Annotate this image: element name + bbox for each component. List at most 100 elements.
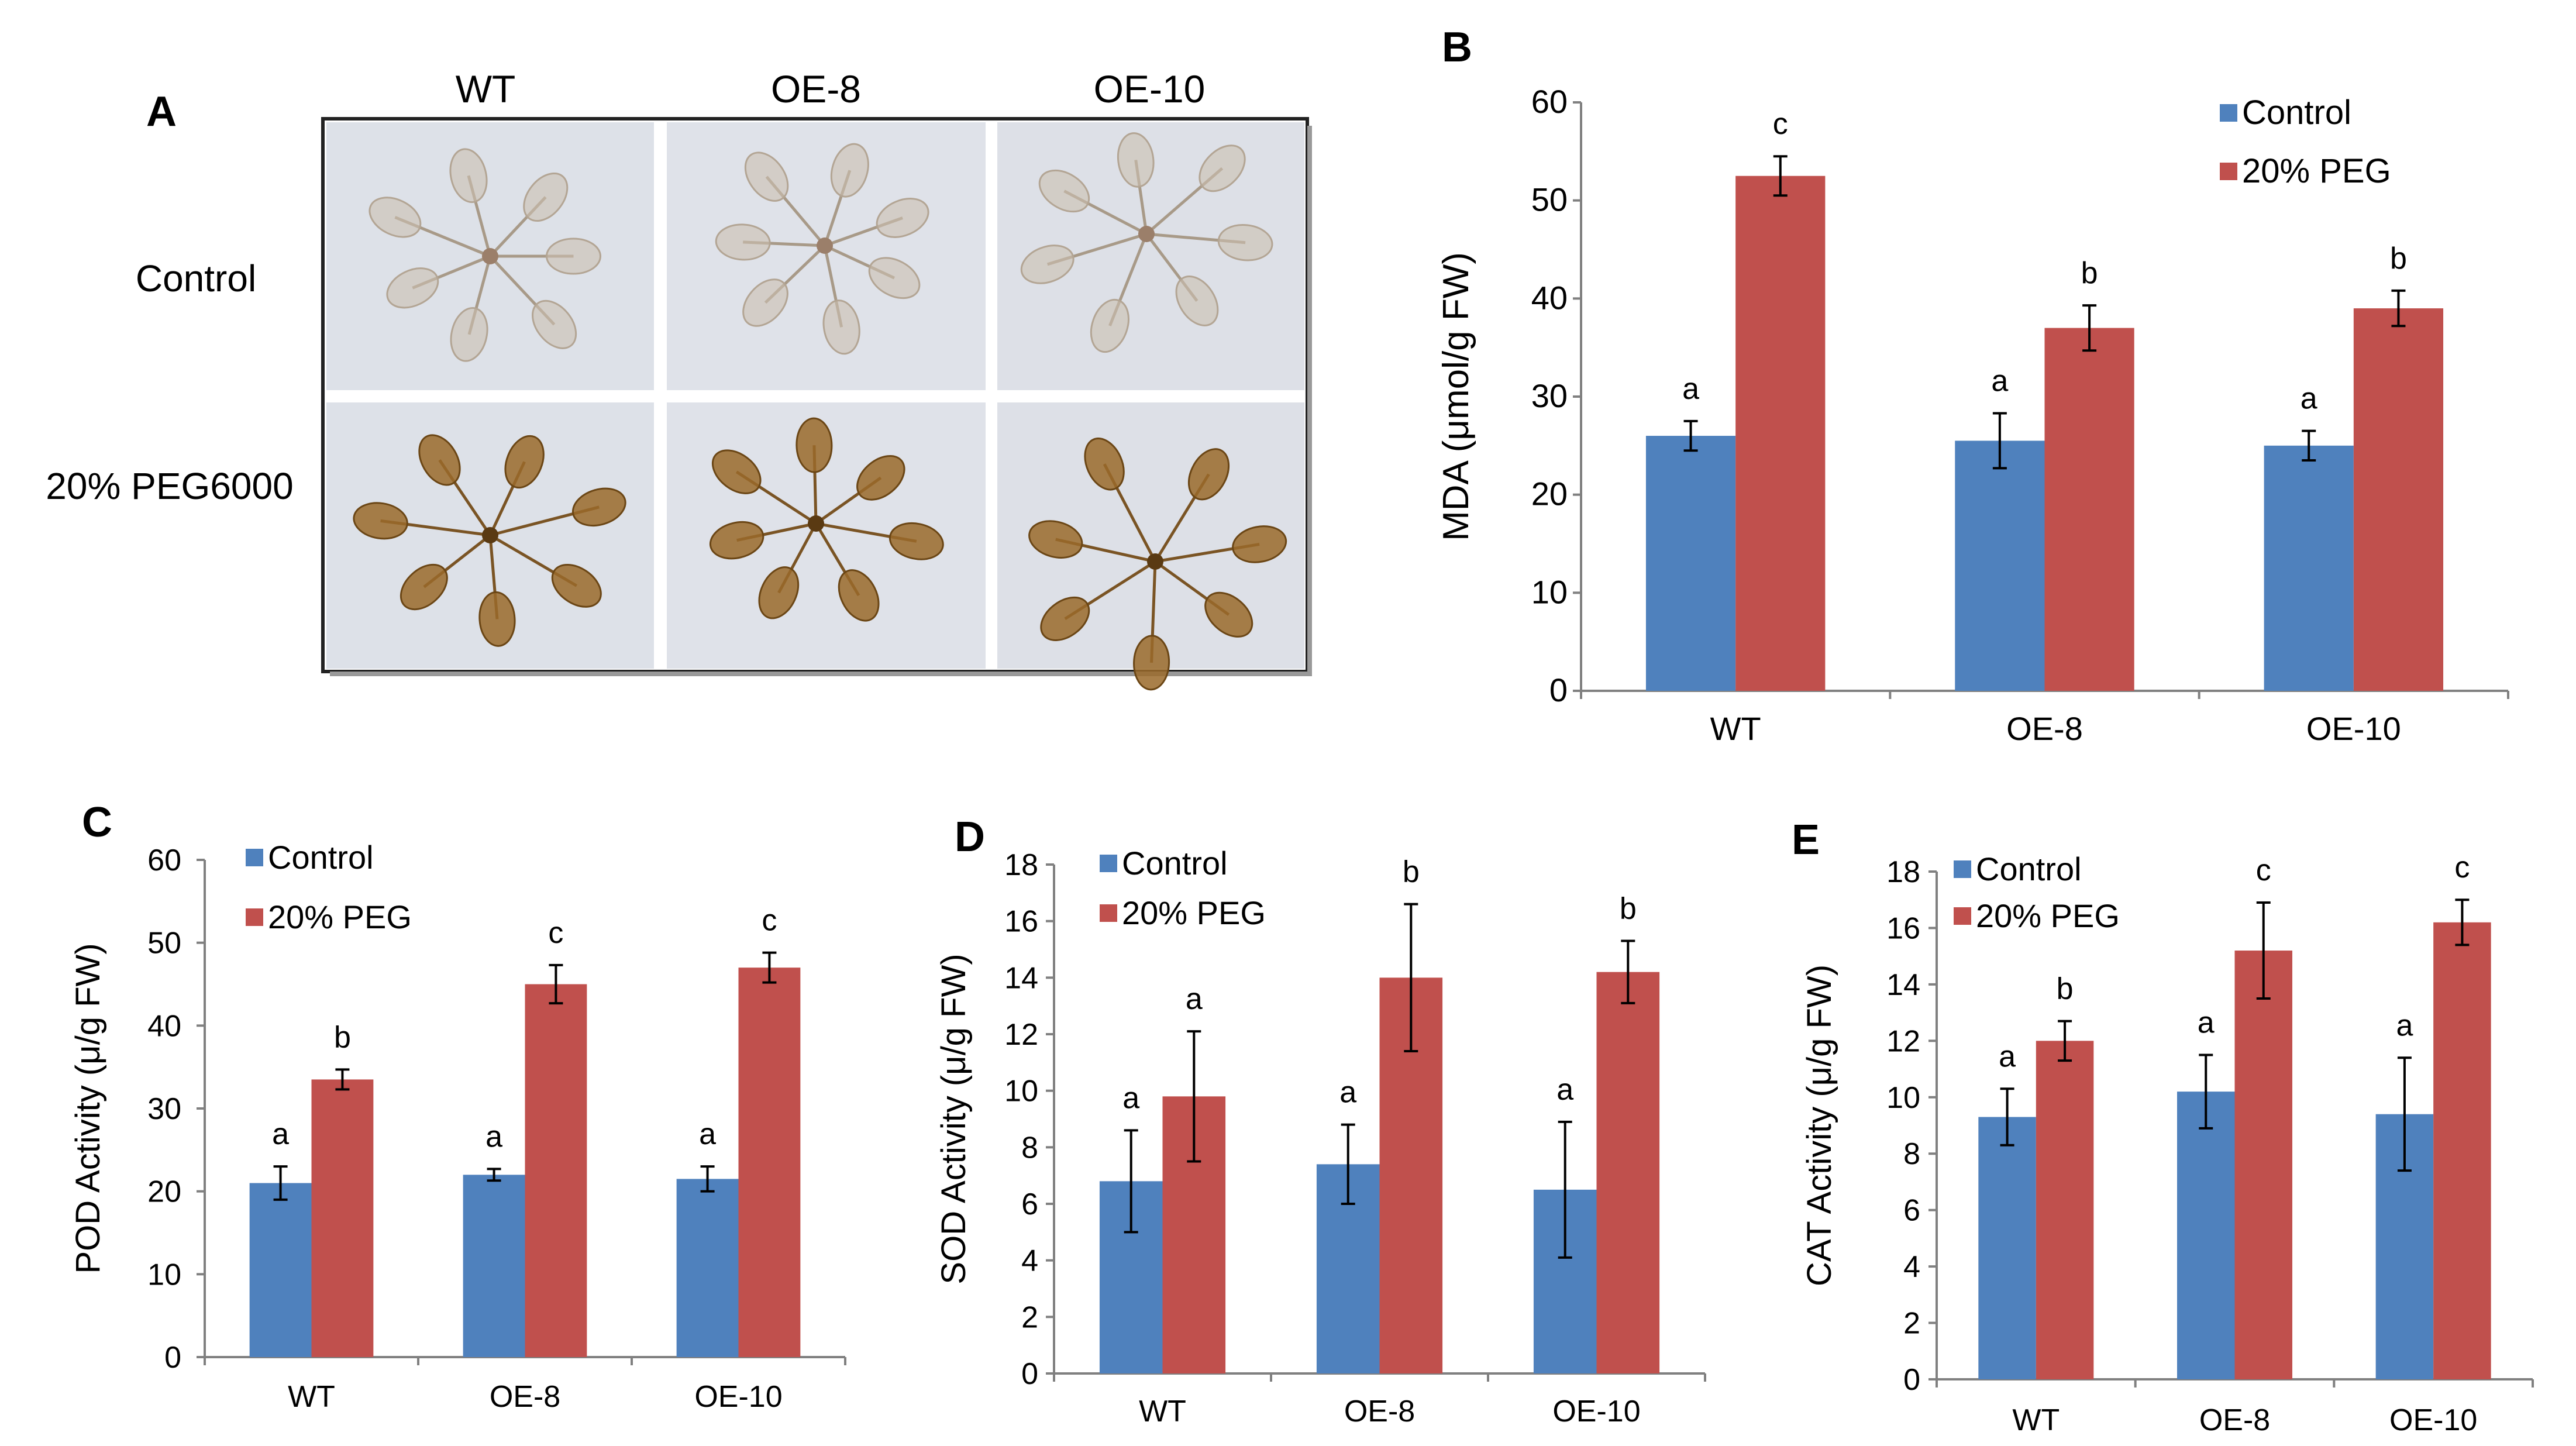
legend-swatch-control — [1100, 855, 1117, 872]
plant-leaf — [1040, 596, 1090, 641]
panel-letter-d: D — [955, 814, 985, 860]
y-tick-label: 0 — [1903, 1363, 1920, 1397]
bar-peg — [311, 1079, 374, 1357]
significance-label: a — [1339, 1076, 1356, 1110]
x-category-label: OE-8 — [2199, 1403, 2270, 1437]
x-category-label: OE-8 — [1344, 1395, 1415, 1428]
bar-control — [1978, 1117, 2036, 1379]
legend-label-control: Control — [1122, 845, 1228, 882]
legend-swatch-control — [1954, 860, 1971, 878]
y-axis-title: POD Activity (μ/g FW) — [69, 943, 107, 1273]
plant-leaf — [830, 143, 869, 198]
chart-d: D 0 2 4 6 8 10 12 14 16 18 SOD Activity (μ/g FW) WT a… — [935, 814, 1706, 1428]
x-category-label: WT — [288, 1380, 335, 1414]
x-category-label: WT — [1139, 1395, 1186, 1428]
significance-label: c — [548, 916, 563, 950]
significance-label: c — [762, 904, 777, 938]
plant-leaf — [450, 307, 488, 362]
plant-leaf — [1084, 438, 1125, 491]
plant-leaf — [1090, 298, 1129, 353]
y-tick-label: 6 — [1903, 1194, 1920, 1228]
panel-letter-b: B — [1442, 24, 1472, 71]
plant-leaf — [523, 172, 569, 222]
photo-frame-shadow — [1307, 126, 1312, 676]
x-category-label: WT — [2012, 1403, 2060, 1437]
plant-leaf — [1038, 169, 1090, 213]
photo-row-label-control: Control — [136, 257, 256, 299]
chart-b: B 0 10 20 30 40 50 60 MDA (μmol/g FW) WT a c OE-8 a b O… — [1436, 24, 2509, 747]
x-category-label: OE-10 — [2389, 1403, 2477, 1437]
legend-label-peg: 20% PEG — [268, 898, 412, 935]
x-category-label: OE-8 — [490, 1380, 560, 1414]
significance-label: a — [2396, 1008, 2413, 1042]
significance-label: b — [2057, 972, 2074, 1006]
bar-control — [1645, 436, 1736, 691]
plant-leaf — [709, 521, 764, 560]
bar-peg — [2234, 951, 2293, 1379]
bar-peg — [738, 968, 801, 1357]
y-tick-label: 16 — [1886, 911, 1920, 945]
bar-control — [249, 1183, 312, 1357]
legend-label-peg: 20% PEG — [1976, 897, 2120, 934]
plant-center — [1147, 553, 1163, 570]
bar-control — [1955, 440, 2045, 691]
y-tick-label: 4 — [1021, 1244, 1038, 1278]
plant-leaf — [551, 563, 602, 608]
plant-leaf — [838, 569, 880, 622]
significance-label: a — [699, 1117, 716, 1151]
plant-center — [817, 237, 833, 254]
y-tick-label: 2 — [1903, 1307, 1920, 1341]
y-tick-label: 40 — [1531, 279, 1568, 316]
y-tick-label: 18 — [1886, 855, 1920, 889]
significance-label: b — [334, 1020, 351, 1054]
y-tick-label: 12 — [1004, 1018, 1038, 1052]
plant-center — [1138, 226, 1155, 242]
photo-row-label-peg: 20% PEG6000 — [46, 465, 293, 507]
plant-leaf — [868, 257, 921, 299]
significance-label: b — [1620, 892, 1637, 926]
y-tick-label: 18 — [1004, 848, 1038, 882]
significance-label: a — [1991, 364, 2008, 398]
y-tick-label: 20 — [147, 1175, 181, 1209]
plant-leaf — [856, 455, 905, 501]
plant-center — [482, 248, 498, 264]
chart-e: E 0 2 4 6 8 10 12 14 16 18 CAT Activity (μ/g FW) WT a… — [1792, 817, 2534, 1437]
plant-leaf — [418, 434, 461, 486]
photo-frame-shadow-bottom — [330, 672, 1312, 676]
significance-label: a — [2301, 382, 2317, 416]
plant-leaf — [1175, 275, 1219, 326]
y-tick-label: 14 — [1004, 961, 1038, 995]
legend-label-peg: 20% PEG — [1122, 894, 1266, 931]
significance-label: a — [1556, 1073, 1573, 1107]
legend-swatch-peg — [2220, 163, 2237, 180]
significance-label: a — [1122, 1081, 1139, 1115]
significance-label: c — [2454, 851, 2470, 884]
legend-label-control: Control — [2242, 94, 2351, 132]
plant-center — [482, 527, 498, 543]
significance-label: b — [2081, 256, 2098, 290]
legend-swatch-peg — [1954, 907, 1971, 925]
x-category-label: WT — [1710, 710, 1761, 747]
bar-control — [676, 1179, 739, 1357]
bar-control — [2176, 1092, 2235, 1379]
photo-column-label-oe10: OE-10 — [1094, 67, 1206, 111]
y-tick-label: 0 — [1021, 1357, 1038, 1391]
bar-peg — [2353, 308, 2444, 691]
y-tick-label: 30 — [147, 1092, 181, 1126]
y-tick-label: 12 — [1886, 1024, 1920, 1058]
x-category-label: OE-10 — [1552, 1395, 1640, 1428]
plant-rosettes — [353, 132, 1287, 691]
legend-label-control: Control — [268, 839, 374, 876]
panel-a: A WT OE-8 OE-10 Control 20% PEG6000 — [46, 67, 1312, 691]
plant-leaf — [449, 148, 488, 204]
plant-leaf — [758, 566, 800, 619]
significance-label: c — [2256, 853, 2271, 887]
x-category-label: OE-10 — [2306, 710, 2401, 747]
legend-swatch-peg — [246, 908, 263, 926]
plant-leaf — [532, 299, 577, 349]
panel-letter-e: E — [1792, 817, 1820, 863]
x-category-label: OE-10 — [694, 1380, 782, 1414]
y-tick-label: 2 — [1021, 1300, 1038, 1334]
bar-peg — [525, 984, 587, 1357]
bar-peg — [2036, 1041, 2094, 1379]
